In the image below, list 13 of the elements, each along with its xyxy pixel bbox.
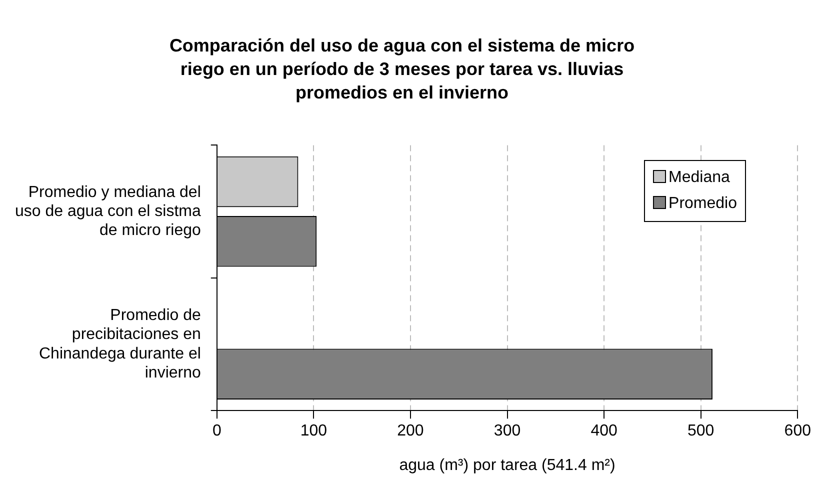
y-tick-label: Promedio y mediana del uso de agua con el sistma de micro riego <box>15 184 201 240</box>
x-tick-label: 100 <box>300 422 328 440</box>
x-tick-label: 0 <box>212 422 222 440</box>
x-tick-label: 400 <box>590 422 618 440</box>
x-tick-label: 300 <box>494 422 521 440</box>
x-tick-label: 200 <box>397 422 424 440</box>
legend-label: Promedio <box>668 194 737 214</box>
x-axis-title: agua (m³) por tarea (541.4 m²) <box>399 456 616 474</box>
x-tick-label: 500 <box>688 422 714 440</box>
chart-title: Comparación del uso de agua con el sistema de micro riego en un período de 3 meses por tarea vs. lluvias promedios en el invierno <box>169 36 635 102</box>
x-tick-label: 600 <box>784 422 812 440</box>
y-tick-label: Promedio de precibitaciones en Chinandega durante el invierno <box>38 306 201 382</box>
legend-label: Mediana <box>668 168 731 188</box>
